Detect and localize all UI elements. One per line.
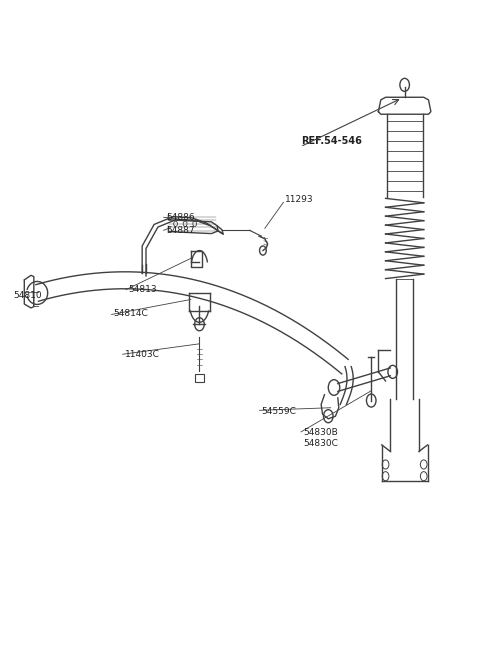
Text: 54886: 54886 (166, 213, 195, 222)
Text: 54810: 54810 (13, 291, 42, 300)
Text: 11293: 11293 (285, 195, 314, 204)
Text: REF.54-546: REF.54-546 (301, 136, 362, 145)
Text: 11403C: 11403C (124, 350, 159, 359)
Text: 54814C: 54814C (114, 309, 148, 318)
Text: 54830C: 54830C (303, 440, 338, 448)
Text: 54830B: 54830B (303, 428, 338, 437)
Text: 54559C: 54559C (262, 407, 296, 415)
FancyBboxPatch shape (195, 374, 204, 382)
Text: 54887: 54887 (166, 226, 195, 235)
Text: 54813: 54813 (128, 285, 156, 293)
